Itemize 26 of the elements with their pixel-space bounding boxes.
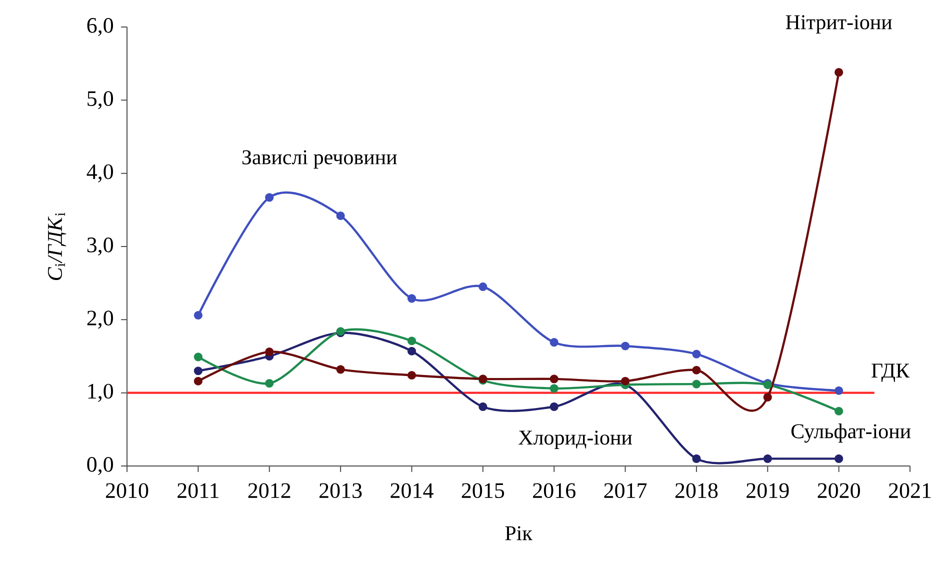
series-label: Сульфат-іони [791, 424, 911, 443]
x-tick-label: 2010 [106, 483, 148, 498]
x-tick-label: 2011 [178, 483, 218, 498]
x-tick-label: 2020 [818, 483, 860, 498]
y-tick-label: 0,0 [87, 456, 114, 475]
y-tick-label: 4,0 [86, 164, 114, 182]
x-tick-label: 2013 [320, 483, 362, 498]
y-tick-label: 5,0 [88, 91, 114, 110]
x-tick-label: 2015 [462, 483, 504, 498]
series-label: Хлорид-іони [518, 430, 632, 449]
y-tick-label: 2,0 [87, 310, 114, 329]
x-tick-label: 2014 [390, 483, 434, 498]
y-tick-label: 6,0 [87, 18, 114, 36]
text: Нітрит-іони [786, 15, 892, 34]
x-tick-label: 2017 [604, 483, 647, 498]
y-tick-label: 1,0 [88, 384, 114, 402]
series-label: Завислі речовини [242, 150, 397, 169]
ref-line-label: ГДК [872, 364, 910, 382]
x-tick-label: 2018 [675, 483, 718, 498]
x-tick-label: 2012 [248, 483, 290, 498]
x-tick-label: 2021 [888, 483, 931, 498]
x-tick-label: 2016 [533, 483, 576, 498]
y-axis-title: C$_{i}$/ГДК$_{i}$ [48, 212, 66, 280]
y-tick-label: 3,0 [87, 237, 114, 256]
x-axis-title: Рік [505, 526, 532, 540]
x-tick-label: 2019 [746, 483, 789, 498]
